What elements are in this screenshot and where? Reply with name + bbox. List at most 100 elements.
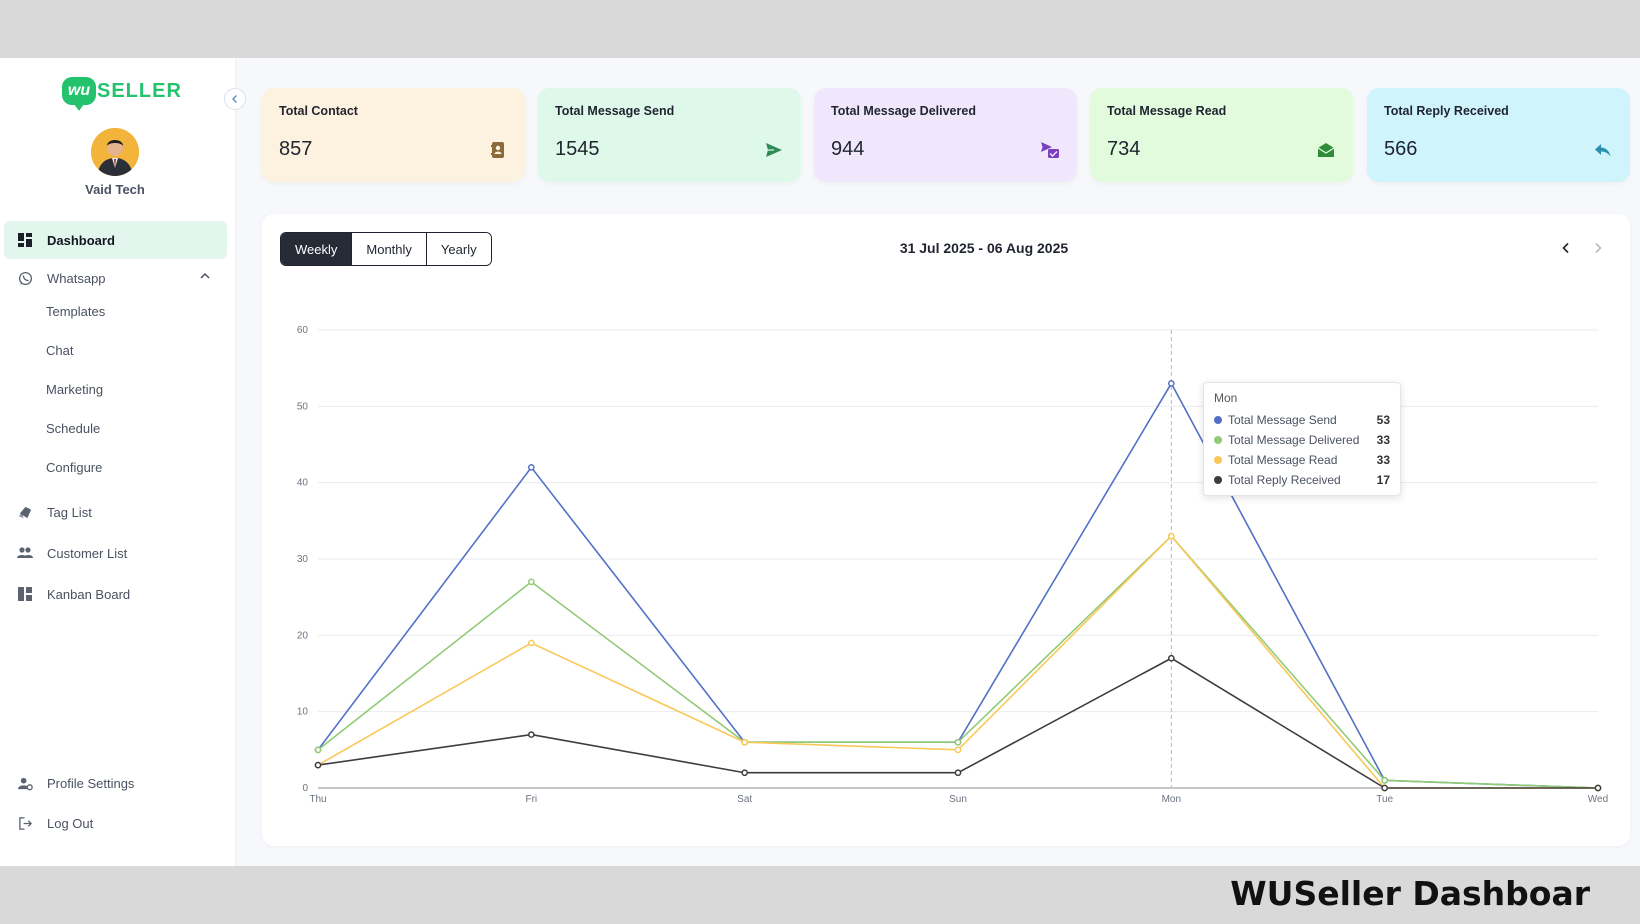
y-tick-label: 50 xyxy=(297,401,309,412)
contact-book-icon xyxy=(488,140,508,160)
tab-yearly[interactable]: Yearly xyxy=(426,233,491,265)
series-line xyxy=(317,657,1598,789)
stat-value: 857 xyxy=(279,138,313,160)
y-tick-label: 40 xyxy=(297,478,309,489)
prev-period-button[interactable] xyxy=(1556,238,1576,258)
tooltip-series-name: Total Message Read xyxy=(1228,453,1338,467)
chart-panel: Weekly Monthly Yearly 31 Jul 2025 - 06 A… xyxy=(262,214,1630,846)
sidebar-item-log-out[interactable]: Log Out xyxy=(4,804,227,842)
tooltip-row: Total Message Delivered 33 xyxy=(1214,430,1390,450)
x-tick-label: Sat xyxy=(737,794,752,804)
data-point xyxy=(954,738,962,746)
data-point xyxy=(954,746,962,754)
data-point xyxy=(741,769,749,777)
sidebar-item-label: Kanban Board xyxy=(47,586,131,602)
legend-dot xyxy=(1214,416,1222,424)
dashboard-icon xyxy=(17,232,33,248)
collapse-sidebar-button[interactable] xyxy=(224,88,246,110)
tab-monthly[interactable]: Monthly xyxy=(352,233,427,265)
open-mail-icon xyxy=(1316,140,1336,160)
chevron-up-icon[interactable] xyxy=(199,270,211,285)
next-period-button[interactable] xyxy=(1588,238,1608,258)
whatsapp-icon xyxy=(17,270,33,286)
caption-text: WUSeller Dashboar xyxy=(1230,874,1590,913)
data-point xyxy=(1167,380,1175,387)
sidebar-subitem-schedule[interactable]: Schedule xyxy=(46,421,101,436)
people-icon xyxy=(17,545,33,561)
legend-dot xyxy=(1214,456,1222,464)
logo-text: SELLER xyxy=(97,79,182,102)
sidebar-subitem-marketing[interactable]: Marketing xyxy=(46,382,104,397)
user-name: Vaid Tech xyxy=(85,182,145,197)
x-tick-label: Tue xyxy=(1376,794,1393,804)
date-range: 31 Jul 2025 - 06 Aug 2025 xyxy=(899,240,1069,256)
series-line xyxy=(317,381,1599,789)
sidebar-item-kanban-board[interactable]: Kanban Board xyxy=(4,575,227,613)
stat-title: Total Message Read xyxy=(1107,104,1227,118)
tooltip-row: Total Message Read 33 xyxy=(1214,450,1390,470)
tooltip-series-value: 17 xyxy=(1376,473,1390,487)
tooltip-row: Total Message Send 53 xyxy=(1214,410,1390,430)
stat-card-total-message-delivered[interactable]: Total Message Delivered 944 xyxy=(814,88,1077,182)
sidebar-item-label: Customer List xyxy=(47,545,128,561)
y-tick-label: 0 xyxy=(302,783,308,794)
data-point xyxy=(314,746,322,754)
y-tick-label: 30 xyxy=(297,554,309,565)
logout-icon xyxy=(17,815,33,831)
delivered-icon xyxy=(1040,140,1060,160)
tag-icon xyxy=(17,504,33,520)
sidebar-item-dashboard[interactable]: Dashboard xyxy=(4,221,227,259)
tooltip-series-name: Total Message Send xyxy=(1228,413,1337,427)
stat-title: Total Contact xyxy=(279,104,358,118)
tooltip-series-name: Total Reply Received xyxy=(1228,473,1341,487)
send-icon xyxy=(764,140,784,160)
y-tick-label: 10 xyxy=(297,707,309,718)
stat-card-total-message-read[interactable]: Total Message Read 734 xyxy=(1090,88,1353,182)
tooltip-row: Total Reply Received 17 xyxy=(1214,470,1390,490)
data-point xyxy=(1381,784,1389,792)
chart-tooltip: Mon Total Message Send 53 Total Message De… xyxy=(1203,382,1401,496)
sidebar: wu SELLER Vaid Tech Dashboard Wh xyxy=(0,58,236,866)
line-chart[interactable]: 0 10 20 30 40 50 60 Thu Fri Sat Sun Mon Tue Wed xyxy=(262,284,1630,804)
tooltip-series-name: Total Message Delivered xyxy=(1228,433,1360,447)
data-point xyxy=(527,639,535,647)
x-tick-label: Thu xyxy=(309,794,326,804)
kanban-icon xyxy=(17,586,33,602)
stat-value: 1545 xyxy=(555,138,600,160)
x-tick-label: Wed xyxy=(1588,794,1608,804)
reply-icon xyxy=(1593,140,1613,160)
stat-card-total-contact[interactable]: Total Contact 857 xyxy=(262,88,525,182)
stat-value: 566 xyxy=(1384,138,1418,160)
tab-weekly[interactable]: Weekly xyxy=(281,233,353,265)
sidebar-item-whatsapp[interactable]: Whatsapp xyxy=(4,259,227,297)
sidebar-item-label: Whatsapp xyxy=(47,270,106,286)
tooltip-series-value: 33 xyxy=(1376,433,1390,447)
sidebar-subitem-configure[interactable]: Configure xyxy=(46,460,103,475)
stat-card-total-reply-received[interactable]: Total Reply Received 566 xyxy=(1367,88,1630,182)
stat-card-total-message-send[interactable]: Total Message Send 1545 xyxy=(538,88,801,182)
x-tick-label: Mon xyxy=(1162,794,1181,804)
chevron-right-icon xyxy=(1592,238,1604,258)
sidebar-item-label: Tag List xyxy=(47,504,92,520)
top-bar xyxy=(0,0,1640,58)
data-point xyxy=(527,464,535,471)
data-point xyxy=(314,761,322,769)
bottom-bar xyxy=(0,866,1640,924)
tooltip-series-value: 33 xyxy=(1376,453,1390,467)
sidebar-item-customer-list[interactable]: Customer List xyxy=(4,534,227,572)
stat-title: Total Reply Received xyxy=(1384,104,1509,118)
avatar[interactable] xyxy=(91,128,139,176)
sidebar-subitem-templates[interactable]: Templates xyxy=(46,304,106,319)
x-tick-label: Fri xyxy=(525,794,537,804)
sidebar-item-tag-list[interactable]: Tag List xyxy=(4,493,227,531)
data-point xyxy=(1381,777,1389,784)
sidebar-item-label: Dashboard xyxy=(47,232,115,248)
data-point xyxy=(527,731,535,738)
sidebar-item-label: Log Out xyxy=(47,815,94,831)
sidebar-item-profile-settings[interactable]: Profile Settings xyxy=(4,764,227,802)
sidebar-subitem-chat[interactable]: Chat xyxy=(46,343,74,358)
stat-value: 734 xyxy=(1107,138,1141,160)
brand-logo[interactable]: wu SELLER xyxy=(62,76,182,111)
logo-mark: wu xyxy=(62,77,96,111)
stat-title: Total Message Send xyxy=(555,104,675,118)
